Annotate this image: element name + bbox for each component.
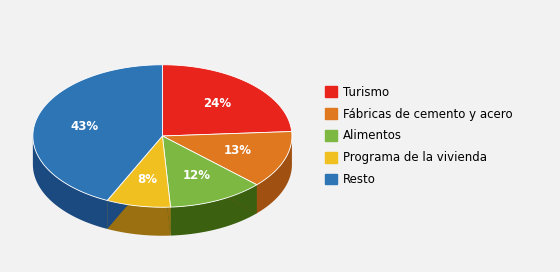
Legend: Turismo, Fábricas de cemento y acero, Alimentos, Programa de la vivienda, Resto: Turismo, Fábricas de cemento y acero, Al… bbox=[325, 86, 512, 186]
Polygon shape bbox=[33, 136, 108, 229]
Text: 24%: 24% bbox=[203, 97, 231, 110]
Polygon shape bbox=[257, 137, 292, 213]
Polygon shape bbox=[108, 200, 171, 236]
Text: 43%: 43% bbox=[70, 120, 98, 133]
Polygon shape bbox=[162, 136, 257, 213]
Polygon shape bbox=[108, 136, 162, 229]
Polygon shape bbox=[171, 185, 257, 236]
Polygon shape bbox=[162, 132, 292, 185]
Text: 12%: 12% bbox=[183, 169, 211, 183]
Polygon shape bbox=[33, 65, 162, 200]
Polygon shape bbox=[108, 136, 162, 229]
Text: 8%: 8% bbox=[137, 173, 157, 186]
Polygon shape bbox=[108, 136, 171, 207]
Polygon shape bbox=[162, 136, 171, 236]
Polygon shape bbox=[162, 65, 292, 136]
Polygon shape bbox=[162, 136, 257, 207]
Text: 13%: 13% bbox=[224, 144, 252, 157]
Polygon shape bbox=[162, 136, 257, 213]
Polygon shape bbox=[162, 136, 171, 236]
